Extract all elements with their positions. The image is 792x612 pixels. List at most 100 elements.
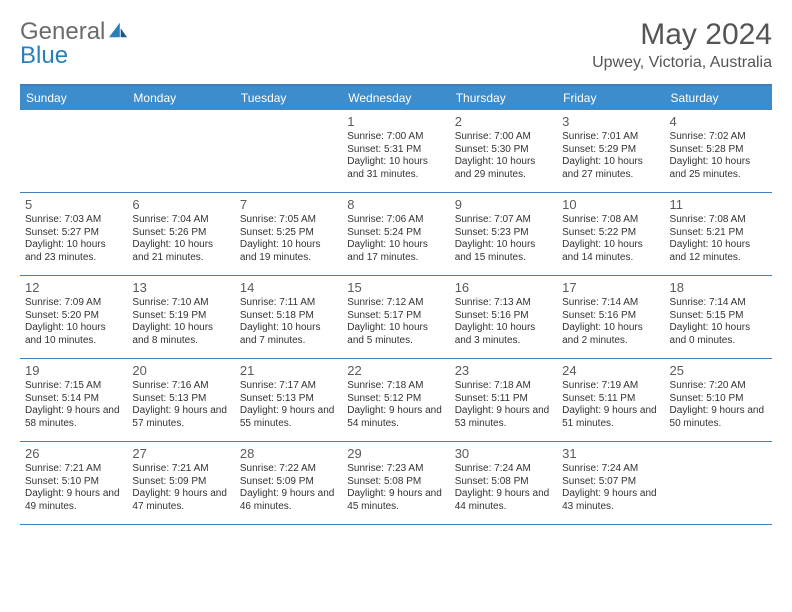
day-number: 14 — [240, 280, 337, 295]
day-header: Saturday — [665, 86, 772, 110]
calendar-cell: 14Sunrise: 7:11 AMSunset: 5:18 PMDayligh… — [235, 276, 342, 358]
daylight-text: Daylight: 9 hours and 58 minutes. — [25, 405, 122, 430]
calendar-cell: 31Sunrise: 7:24 AMSunset: 5:07 PMDayligh… — [557, 442, 664, 524]
day-number: 27 — [132, 446, 229, 461]
sunrise-text: Sunrise: 7:21 AM — [132, 463, 229, 476]
sunset-text: Sunset: 5:15 PM — [670, 310, 767, 323]
calendar-week: 1Sunrise: 7:00 AMSunset: 5:31 PMDaylight… — [20, 110, 772, 193]
daylight-text: Daylight: 9 hours and 49 minutes. — [25, 488, 122, 513]
calendar-week: 5Sunrise: 7:03 AMSunset: 5:27 PMDaylight… — [20, 193, 772, 276]
sunrise-text: Sunrise: 7:07 AM — [455, 214, 552, 227]
daylight-text: Daylight: 10 hours and 27 minutes. — [562, 156, 659, 181]
sunset-text: Sunset: 5:24 PM — [347, 227, 444, 240]
day-number: 13 — [132, 280, 229, 295]
calendar-week: 26Sunrise: 7:21 AMSunset: 5:10 PMDayligh… — [20, 442, 772, 525]
day-number: 18 — [670, 280, 767, 295]
sunset-text: Sunset: 5:31 PM — [347, 144, 444, 157]
day-number: 11 — [670, 197, 767, 212]
sunrise-text: Sunrise: 7:03 AM — [25, 214, 122, 227]
sunrise-text: Sunrise: 7:20 AM — [670, 380, 767, 393]
sunrise-text: Sunrise: 7:08 AM — [670, 214, 767, 227]
daylight-text: Daylight: 9 hours and 53 minutes. — [455, 405, 552, 430]
sunrise-text: Sunrise: 7:09 AM — [25, 297, 122, 310]
day-number: 26 — [25, 446, 122, 461]
calendar-week: 12Sunrise: 7:09 AMSunset: 5:20 PMDayligh… — [20, 276, 772, 359]
sunrise-text: Sunrise: 7:15 AM — [25, 380, 122, 393]
day-number: 2 — [455, 114, 552, 129]
sunset-text: Sunset: 5:18 PM — [240, 310, 337, 323]
sunset-text: Sunset: 5:09 PM — [240, 476, 337, 489]
calendar-cell: 20Sunrise: 7:16 AMSunset: 5:13 PMDayligh… — [127, 359, 234, 441]
sunrise-text: Sunrise: 7:04 AM — [132, 214, 229, 227]
day-number: 24 — [562, 363, 659, 378]
logo: GeneralBlue — [20, 18, 129, 70]
sunrise-text: Sunrise: 7:00 AM — [347, 131, 444, 144]
day-header: Wednesday — [342, 86, 449, 110]
calendar-cell — [20, 110, 127, 192]
calendar-cell: 23Sunrise: 7:18 AMSunset: 5:11 PMDayligh… — [450, 359, 557, 441]
day-number: 30 — [455, 446, 552, 461]
daylight-text: Daylight: 10 hours and 29 minutes. — [455, 156, 552, 181]
sunset-text: Sunset: 5:07 PM — [562, 476, 659, 489]
sunset-text: Sunset: 5:10 PM — [25, 476, 122, 489]
daylight-text: Daylight: 10 hours and 7 minutes. — [240, 322, 337, 347]
sunset-text: Sunset: 5:17 PM — [347, 310, 444, 323]
sunrise-text: Sunrise: 7:02 AM — [670, 131, 767, 144]
sunset-text: Sunset: 5:08 PM — [455, 476, 552, 489]
sunset-text: Sunset: 5:11 PM — [562, 393, 659, 406]
calendar-cell: 8Sunrise: 7:06 AMSunset: 5:24 PMDaylight… — [342, 193, 449, 275]
sunrise-text: Sunrise: 7:01 AM — [562, 131, 659, 144]
daylight-text: Daylight: 10 hours and 3 minutes. — [455, 322, 552, 347]
daylight-text: Daylight: 9 hours and 47 minutes. — [132, 488, 229, 513]
day-number: 22 — [347, 363, 444, 378]
day-header: Friday — [557, 86, 664, 110]
daylight-text: Daylight: 9 hours and 50 minutes. — [670, 405, 767, 430]
calendar-cell: 15Sunrise: 7:12 AMSunset: 5:17 PMDayligh… — [342, 276, 449, 358]
daylight-text: Daylight: 9 hours and 57 minutes. — [132, 405, 229, 430]
calendar-cell: 2Sunrise: 7:00 AMSunset: 5:30 PMDaylight… — [450, 110, 557, 192]
calendar-cell: 26Sunrise: 7:21 AMSunset: 5:10 PMDayligh… — [20, 442, 127, 524]
calendar-cell: 12Sunrise: 7:09 AMSunset: 5:20 PMDayligh… — [20, 276, 127, 358]
logo-sail-icon — [107, 18, 129, 46]
sunset-text: Sunset: 5:16 PM — [562, 310, 659, 323]
calendar-cell: 24Sunrise: 7:19 AMSunset: 5:11 PMDayligh… — [557, 359, 664, 441]
sunset-text: Sunset: 5:30 PM — [455, 144, 552, 157]
calendar-cell — [127, 110, 234, 192]
sunset-text: Sunset: 5:14 PM — [25, 393, 122, 406]
day-header: Sunday — [20, 86, 127, 110]
day-number: 6 — [132, 197, 229, 212]
logo-text-blue: Blue — [20, 42, 129, 70]
location-text: Upwey, Victoria, Australia — [592, 54, 772, 72]
day-number: 25 — [670, 363, 767, 378]
sunset-text: Sunset: 5:12 PM — [347, 393, 444, 406]
daylight-text: Daylight: 10 hours and 31 minutes. — [347, 156, 444, 181]
calendar-cell: 9Sunrise: 7:07 AMSunset: 5:23 PMDaylight… — [450, 193, 557, 275]
calendar-cell: 22Sunrise: 7:18 AMSunset: 5:12 PMDayligh… — [342, 359, 449, 441]
calendar-cell: 10Sunrise: 7:08 AMSunset: 5:22 PMDayligh… — [557, 193, 664, 275]
daylight-text: Daylight: 10 hours and 0 minutes. — [670, 322, 767, 347]
sunset-text: Sunset: 5:09 PM — [132, 476, 229, 489]
sunset-text: Sunset: 5:22 PM — [562, 227, 659, 240]
calendar-cell: 6Sunrise: 7:04 AMSunset: 5:26 PMDaylight… — [127, 193, 234, 275]
title-block: May 2024 Upwey, Victoria, Australia — [592, 18, 772, 72]
day-number: 10 — [562, 197, 659, 212]
day-number: 8 — [347, 197, 444, 212]
sunrise-text: Sunrise: 7:13 AM — [455, 297, 552, 310]
day-header: Tuesday — [235, 86, 342, 110]
sunrise-text: Sunrise: 7:19 AM — [562, 380, 659, 393]
day-number: 31 — [562, 446, 659, 461]
calendar: SundayMondayTuesdayWednesdayThursdayFrid… — [20, 84, 772, 525]
daylight-text: Daylight: 10 hours and 25 minutes. — [670, 156, 767, 181]
daylight-text: Daylight: 10 hours and 14 minutes. — [562, 239, 659, 264]
sunset-text: Sunset: 5:10 PM — [670, 393, 767, 406]
calendar-cell: 16Sunrise: 7:13 AMSunset: 5:16 PMDayligh… — [450, 276, 557, 358]
calendar-cell: 4Sunrise: 7:02 AMSunset: 5:28 PMDaylight… — [665, 110, 772, 192]
calendar-cell: 21Sunrise: 7:17 AMSunset: 5:13 PMDayligh… — [235, 359, 342, 441]
day-number: 9 — [455, 197, 552, 212]
sunset-text: Sunset: 5:13 PM — [240, 393, 337, 406]
sunrise-text: Sunrise: 7:17 AM — [240, 380, 337, 393]
logo-text-general: General — [20, 18, 105, 45]
calendar-cell: 28Sunrise: 7:22 AMSunset: 5:09 PMDayligh… — [235, 442, 342, 524]
sunrise-text: Sunrise: 7:24 AM — [455, 463, 552, 476]
day-number: 20 — [132, 363, 229, 378]
